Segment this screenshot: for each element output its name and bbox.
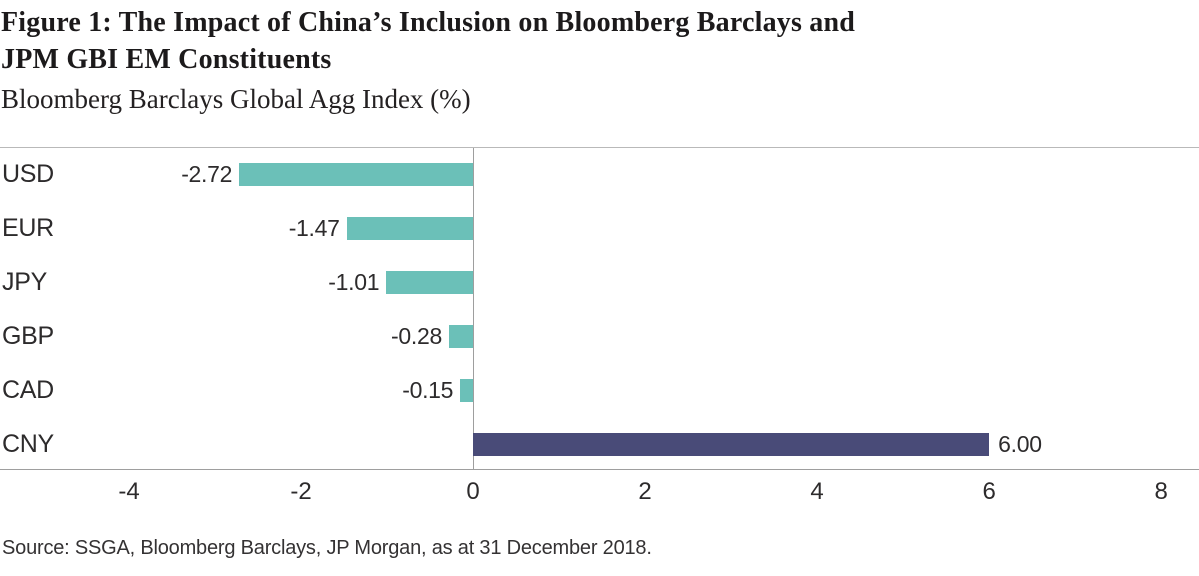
category-label-usd: USD	[2, 160, 54, 189]
chart-header: Figure 1: The Impact of China’s Inclusio…	[1, 4, 1179, 116]
category-label-cad: CAD	[2, 375, 54, 404]
category-label-jpy: JPY	[2, 268, 47, 297]
value-label-cad: -0.15	[402, 376, 454, 403]
bar-jpy	[386, 271, 474, 295]
value-label-jpy: -1.01	[328, 269, 380, 296]
chart-title: Figure 1: The Impact of China’s Inclusio…	[1, 4, 1179, 78]
chart-title-line2: JPM GBI EM Constituents	[1, 44, 332, 75]
source-note: Source: SSGA, Bloomberg Barclays, JP Mor…	[2, 537, 652, 559]
x-tick-label-8: 8	[1154, 478, 1168, 505]
value-label-eur: -1.47	[288, 215, 340, 242]
bar-cad	[460, 378, 474, 402]
value-label-gbp: -0.28	[391, 322, 442, 349]
bar-eur	[346, 217, 474, 241]
x-tick-label--4: -4	[118, 478, 140, 505]
bar-gbp	[448, 324, 474, 348]
chart-subtitle: Bloomberg Barclays Global Agg Index (%)	[1, 84, 471, 114]
x-tick-label-0: 0	[466, 478, 480, 505]
bar-cny	[473, 432, 990, 456]
category-label-eur: EUR	[2, 214, 54, 243]
x-tick-label-4: 4	[810, 478, 824, 505]
category-label-gbp: GBP	[2, 321, 54, 350]
chart-title-line1: Figure 1: The Impact of China’s Inclusio…	[1, 7, 856, 38]
bar-usd	[239, 163, 474, 187]
x-tick-label-2: 2	[638, 478, 652, 505]
category-label-cny: CNY	[2, 429, 54, 458]
plot-area: USD -2.72 EUR -1.47 JPY -1.01 GBP -0.28 CAD -0.15…	[0, 147, 1199, 470]
zero-baseline	[472, 148, 474, 469]
x-tick-label-6: 6	[982, 478, 996, 505]
value-label-usd: -2.72	[181, 161, 233, 188]
value-label-cny: 6.00	[998, 430, 1042, 457]
x-axis: -4 -2 0 2 4 6 8	[0, 471, 1199, 513]
x-tick-label--2: -2	[290, 478, 312, 505]
